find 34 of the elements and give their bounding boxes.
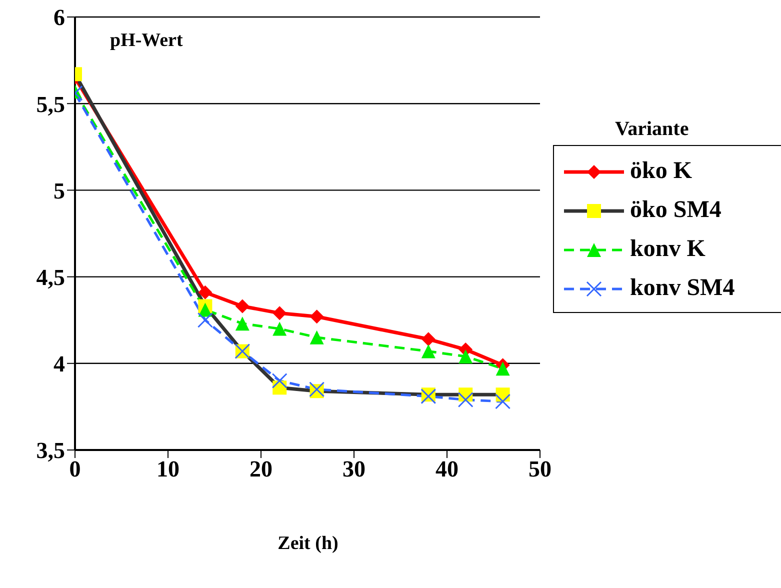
x-tick-label: 0 xyxy=(69,456,81,482)
point xyxy=(235,299,250,314)
point xyxy=(458,349,473,364)
x-tick-label: 50 xyxy=(528,456,552,482)
x-axis-title: Zeit (h) xyxy=(276,533,340,555)
point xyxy=(496,362,510,376)
x-tick-label: 20 xyxy=(250,456,272,482)
legend-label: öko K xyxy=(630,158,692,185)
legend-label: konv K xyxy=(630,236,706,263)
point xyxy=(272,372,288,388)
point xyxy=(310,310,324,324)
x-tick-label: 30 xyxy=(342,456,366,482)
legend-label: öko SM4 xyxy=(630,197,722,224)
legend-title: Variante xyxy=(615,118,690,141)
point xyxy=(458,392,474,408)
point xyxy=(235,316,250,331)
y-tick-label: 6 xyxy=(54,5,65,30)
text: pH-Wert xyxy=(110,30,183,52)
point xyxy=(421,332,436,346)
x-tick-label: 10 xyxy=(156,456,180,482)
point xyxy=(495,394,511,410)
y-tick-label: 4,5 xyxy=(36,264,65,290)
y-tick-label: 5 xyxy=(54,178,65,204)
point xyxy=(197,312,213,328)
x-tick-label: 40 xyxy=(436,456,458,482)
point xyxy=(272,322,287,336)
legend-label: konv SM4 xyxy=(630,275,735,302)
point xyxy=(198,285,212,300)
point xyxy=(421,344,436,358)
point xyxy=(272,306,287,320)
y-tick-label: 4 xyxy=(54,352,66,377)
y-tick-label: 3,5 xyxy=(36,438,65,464)
y-tick-label: 5,5 xyxy=(36,92,65,117)
point xyxy=(310,330,324,344)
